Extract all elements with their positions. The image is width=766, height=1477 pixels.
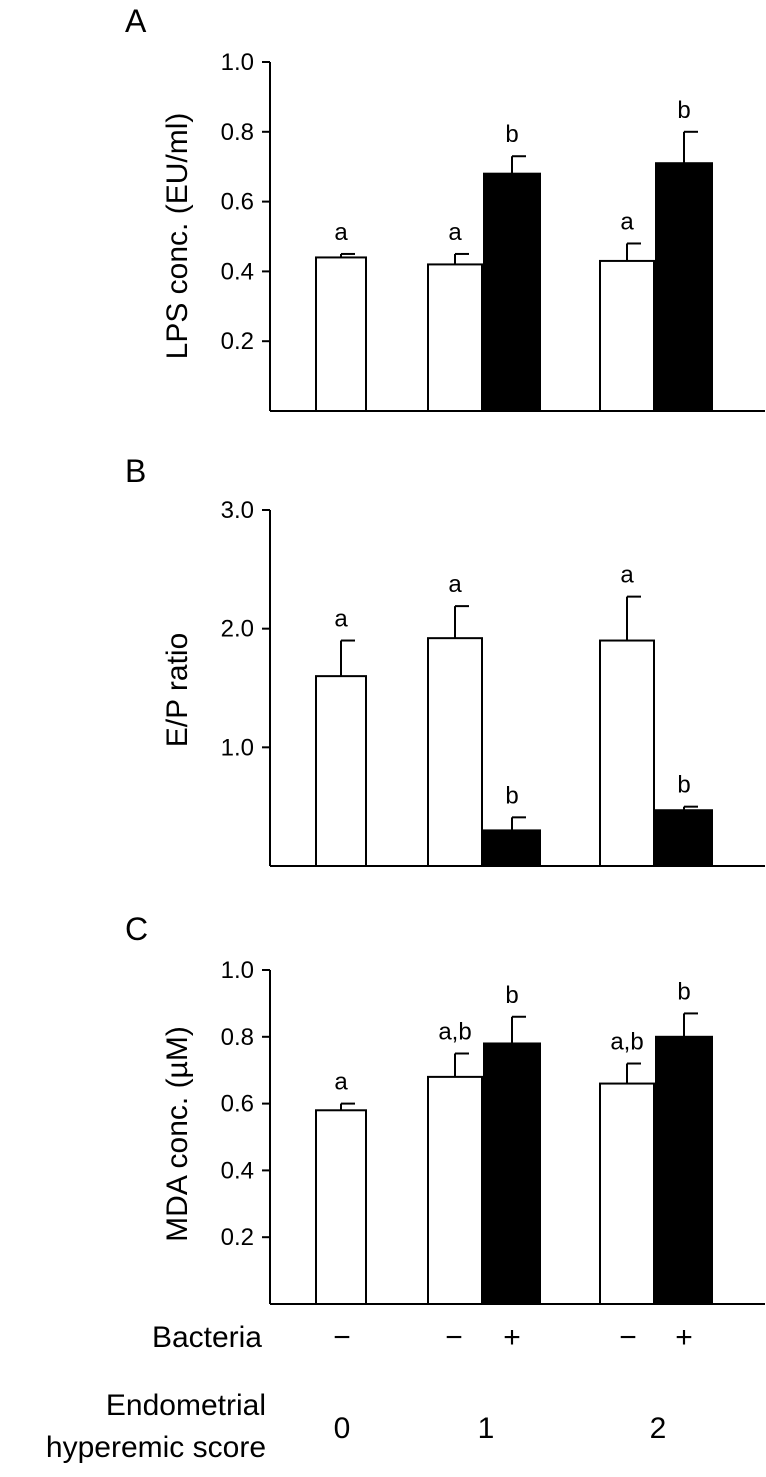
significance-label: a bbox=[448, 571, 462, 598]
significance-label: a bbox=[448, 219, 462, 246]
y-tick-label: 0.8 bbox=[221, 119, 254, 146]
panel-letter-A: A bbox=[125, 3, 147, 39]
significance-label: a bbox=[334, 1069, 348, 1096]
bar bbox=[483, 829, 541, 868]
significance-label: a bbox=[334, 219, 348, 246]
significance-label: b bbox=[505, 782, 518, 809]
significance-label: a bbox=[334, 606, 348, 633]
score-label-line2: hyperemic score bbox=[46, 1431, 266, 1464]
significance-label: b bbox=[505, 982, 518, 1009]
y-tick-label: 3.0 bbox=[221, 497, 254, 524]
significance-label: a bbox=[620, 562, 634, 589]
bacteria-label: Bacteria bbox=[152, 1321, 262, 1354]
bar bbox=[427, 1075, 483, 1305]
y-tick-label: 1.0 bbox=[221, 957, 254, 984]
bar bbox=[599, 1082, 655, 1306]
panel-letter-B: B bbox=[125, 453, 146, 489]
bacteria-sign: − bbox=[619, 1321, 637, 1354]
significance-label: b bbox=[677, 97, 690, 124]
y-tick-label: 0.6 bbox=[221, 1091, 254, 1118]
bacteria-sign: + bbox=[675, 1321, 693, 1354]
significance-label: a,b bbox=[438, 1019, 471, 1046]
y-axis-label: E/P ratio bbox=[161, 633, 194, 748]
significance-label: b bbox=[505, 121, 518, 148]
bar bbox=[427, 637, 483, 867]
y-tick-label: 0.2 bbox=[221, 328, 254, 355]
y-tick-label: 0.4 bbox=[221, 258, 254, 285]
score-label-line1: Endometrial bbox=[106, 1389, 266, 1422]
score-value: 1 bbox=[478, 1412, 495, 1445]
bacteria-sign: + bbox=[503, 1321, 521, 1354]
significance-label: a bbox=[620, 208, 634, 235]
bar bbox=[315, 1109, 367, 1306]
bar bbox=[655, 162, 713, 412]
bar bbox=[483, 1042, 541, 1305]
y-tick-label: 0.4 bbox=[221, 1157, 254, 1184]
significance-label: b bbox=[677, 772, 690, 799]
bar bbox=[483, 172, 541, 412]
significance-label: a,b bbox=[610, 1029, 643, 1056]
bar bbox=[427, 263, 483, 413]
bar bbox=[599, 259, 655, 412]
bar bbox=[599, 639, 655, 867]
y-tick-label: 0.6 bbox=[221, 189, 254, 216]
y-tick-label: 1.0 bbox=[221, 49, 254, 76]
bar bbox=[315, 256, 367, 412]
panel-letter-C: C bbox=[125, 911, 148, 947]
score-value: 2 bbox=[650, 1412, 667, 1445]
bacteria-sign: − bbox=[445, 1321, 463, 1354]
y-tick-label: 1.0 bbox=[221, 734, 254, 761]
bacteria-sign: − bbox=[333, 1321, 351, 1354]
significance-label: b bbox=[677, 978, 690, 1005]
bar bbox=[655, 1035, 713, 1306]
bar bbox=[655, 809, 713, 868]
y-tick-label: 0.8 bbox=[221, 1024, 254, 1051]
bar bbox=[315, 675, 367, 868]
score-value: 0 bbox=[334, 1412, 351, 1445]
y-axis-label: MDA conc. (µM) bbox=[161, 1026, 194, 1242]
y-tick-label: 0.2 bbox=[221, 1224, 254, 1251]
y-tick-label: 2.0 bbox=[221, 616, 254, 643]
y-axis-label: LPS conc. (EU/ml) bbox=[161, 113, 194, 360]
